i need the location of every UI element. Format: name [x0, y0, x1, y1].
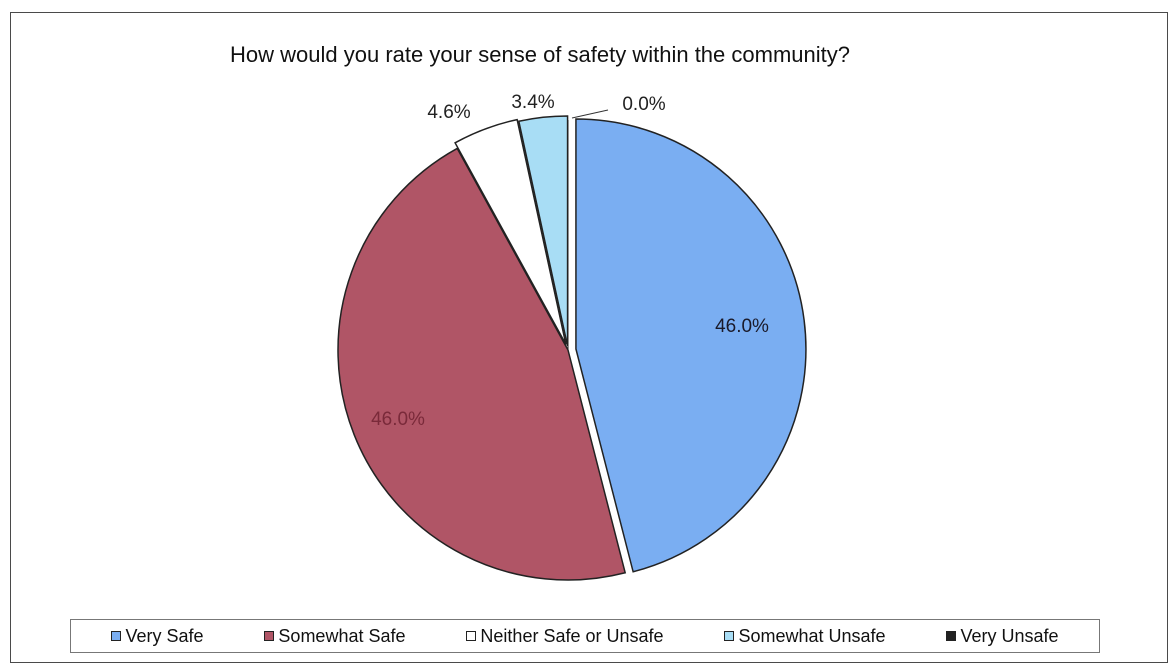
legend-swatch-somewhat-safe [264, 631, 275, 641]
leader-line-very-unsafe [571, 109, 609, 119]
legend-swatch-neither-safe-or-unsafe [466, 631, 477, 641]
legend-label: Neither Safe or Unsafe [480, 625, 664, 646]
legend-label: Very Safe [125, 625, 204, 646]
legend-label: Somewhat Unsafe [738, 625, 886, 646]
data-label-somewhat-unsafe: 3.4% [511, 92, 554, 113]
legend-item-very-unsafe: Very Unsafe [946, 625, 1059, 647]
slice-somewhat-safe [337, 147, 627, 581]
data-label-neither-safe-or-unsafe: 4.6% [427, 102, 470, 123]
chart-title: How would you rate your sense of safety … [230, 42, 850, 67]
slice-somewhat-unsafe [517, 115, 569, 347]
data-label-somewhat-safe: 46.0% [371, 409, 425, 430]
legend-item-neither-safe-or-unsafe: Neither Safe or Unsafe [466, 625, 664, 647]
data-label-very-safe: 46.0% [715, 316, 769, 337]
legend-item-somewhat-unsafe: Somewhat Unsafe [724, 625, 886, 647]
data-label-very-unsafe: 0.0% [622, 94, 665, 115]
legend-item-somewhat-safe: Somewhat Safe [264, 625, 406, 647]
legend-swatch-very-safe [111, 631, 122, 641]
legend-item-very-safe: Very Safe [111, 625, 204, 647]
legend-label: Very Unsafe [960, 625, 1059, 646]
legend-label: Somewhat Safe [278, 625, 406, 646]
legend-swatch-very-unsafe [946, 631, 957, 641]
slice-neither-safe-or-unsafe [454, 118, 567, 345]
legend-swatch-somewhat-unsafe [724, 631, 735, 641]
slice-very-safe [575, 118, 807, 573]
legend: Very Safe Somewhat Safe Neither Safe or Un… [70, 619, 1100, 653]
